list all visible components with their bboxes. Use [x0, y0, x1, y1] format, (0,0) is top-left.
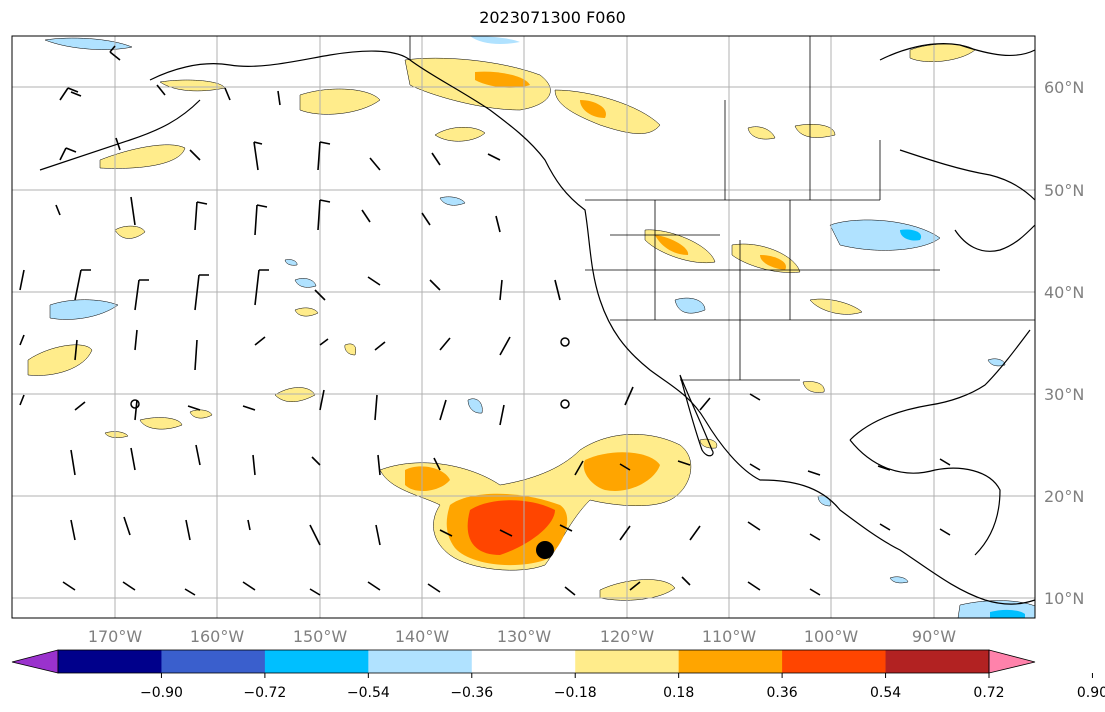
lon-label: 130°W — [497, 627, 552, 646]
lon-label: 170°W — [88, 627, 143, 646]
coastlines — [39, 43, 1036, 605]
colorbar-tick-label: −0.18 — [554, 685, 597, 701]
longitude-labels: 170°W 160°W 150°W 140°W 130°W 120°W 110°… — [88, 627, 956, 646]
lat-label: 50°N — [1044, 181, 1084, 200]
gridlines — [12, 36, 1035, 618]
map-frame — [11, 35, 1036, 619]
colorbar-segment — [161, 650, 266, 673]
colorbar-tick-label: 0.36 — [767, 685, 798, 701]
colorbar-tick-label: 0.72 — [973, 685, 1004, 701]
colorbar-segment — [368, 650, 473, 673]
lon-label: 110°W — [702, 627, 757, 646]
colorbar-outline — [57, 649, 990, 674]
lat-label: 40°N — [1044, 283, 1084, 302]
lon-label: 90°W — [912, 627, 956, 646]
colorbar-tick-label: −0.54 — [347, 685, 390, 701]
colorbar-segment — [885, 650, 990, 673]
colorbar: −0.90 −0.72 −0.54 −0.36 −0.18 0.18 0.36 0.54 0.7… — [11, 649, 1105, 701]
colorbar-tick-label: −0.72 — [243, 685, 286, 701]
lat-label: 20°N — [1044, 487, 1084, 506]
colorbar-segment — [782, 650, 887, 673]
lon-label: 140°W — [395, 627, 450, 646]
colorbar-segment — [678, 650, 783, 673]
colorbar-segment — [471, 650, 576, 673]
colorbar-segment — [575, 650, 680, 673]
colorbar-tick-label: −0.36 — [450, 685, 493, 701]
lon-label: 160°W — [190, 627, 245, 646]
colorbar-tick-label: 0.54 — [870, 685, 901, 701]
political-borders — [409, 36, 1035, 381]
colorbar-tick-label: −0.90 — [140, 685, 183, 701]
lon-label: 120°W — [600, 627, 655, 646]
storm-center-marker — [536, 541, 554, 559]
latitude-labels: 60°N 50°N 40°N 30°N 20°N 10°N — [1044, 78, 1084, 608]
colorbar-extend-low — [11, 649, 59, 674]
colorbar-segment — [58, 650, 162, 673]
lat-label: 10°N — [1044, 589, 1084, 608]
colorbar-tick-label: 0.90 — [1077, 685, 1105, 701]
lat-label: 60°N — [1044, 78, 1084, 97]
colorbar-extend-high — [988, 649, 1036, 674]
wind-barbs — [19, 45, 951, 596]
lon-label: 100°W — [804, 627, 859, 646]
colorbar-segment — [264, 650, 369, 673]
calm-wind-markers — [130, 337, 570, 409]
lon-label: 150°W — [293, 627, 348, 646]
colorbar-tick-label: 0.18 — [663, 685, 694, 701]
lat-label: 30°N — [1044, 385, 1084, 404]
map-title: 2023071300 F060 — [479, 8, 626, 27]
